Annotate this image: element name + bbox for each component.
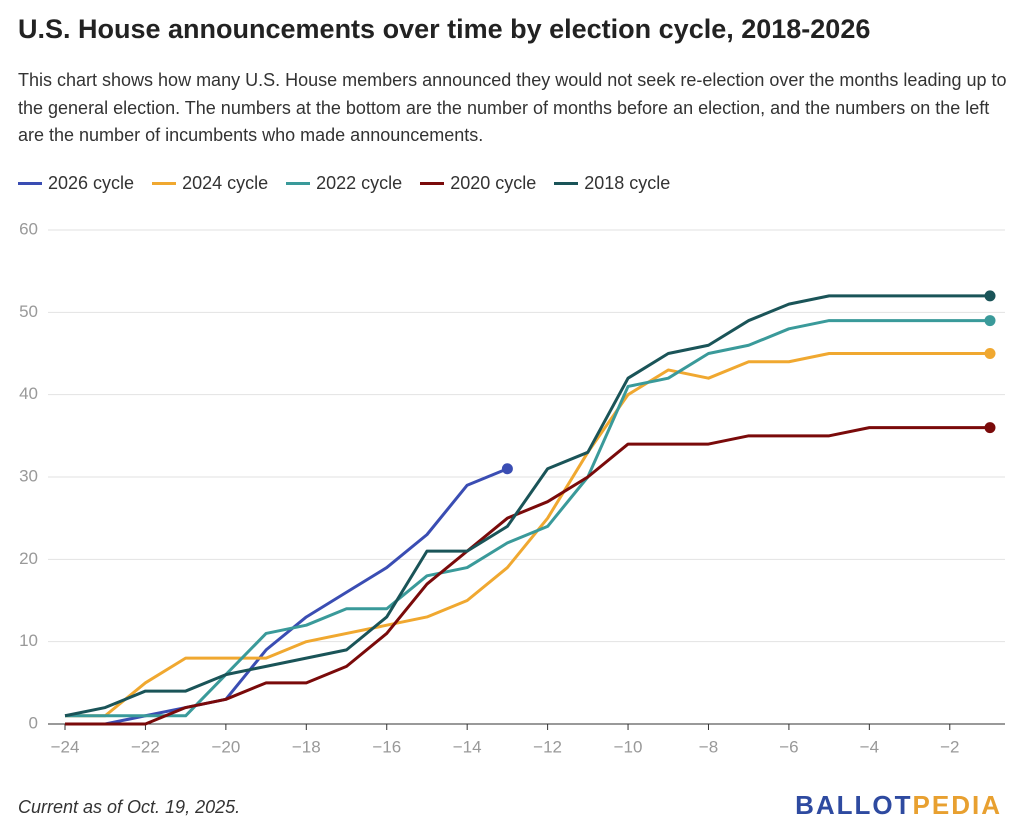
x-tick-label: −8 — [699, 737, 718, 756]
end-point — [501, 463, 513, 475]
legend-item: 2022 cycle — [286, 173, 402, 194]
x-tick-label: −10 — [614, 737, 643, 756]
y-tick-label: 40 — [19, 384, 38, 403]
chart-subtitle: This chart shows how many U.S. House mem… — [18, 70, 1007, 145]
y-tick-label: 30 — [19, 466, 38, 485]
legend-swatch — [554, 182, 579, 185]
legend-label: 2022 cycle — [316, 173, 403, 193]
legend-swatch — [420, 182, 445, 185]
logo-part: PEDIA — [912, 790, 1002, 820]
series-line — [65, 467, 508, 726]
series-line — [65, 319, 990, 718]
x-tick-label: −4 — [860, 737, 879, 756]
x-tick-label: −2 — [940, 737, 959, 756]
y-tick-label: 50 — [19, 302, 38, 321]
series-line — [65, 352, 990, 718]
x-tick-label: −14 — [453, 737, 482, 756]
legend-swatch — [152, 182, 177, 185]
logo-part: BALLOT — [795, 790, 913, 820]
legend-item: 2024 cycle — [152, 173, 268, 194]
y-tick-label: 0 — [29, 713, 38, 732]
legend-item: 2018 cycle — [554, 173, 670, 194]
legend-item: 2020 cycle — [420, 173, 536, 194]
logo: BALLOTPEDIA — [795, 790, 1002, 821]
end-point — [984, 290, 996, 302]
chart-title: U.S. House announcements over time by el… — [18, 14, 871, 44]
legend-swatch — [286, 182, 311, 185]
legend-item: 2026 cycle — [18, 173, 134, 194]
footnote: Current as of Oct. 19, 2025. — [18, 797, 241, 817]
series-line — [65, 426, 990, 726]
legend: 2026 cycle 2024 cycle 2022 cycle 2020 cycle… — [18, 173, 670, 194]
legend-label: 2020 cycle — [450, 173, 537, 193]
end-point — [984, 422, 996, 434]
x-tick-label: −12 — [533, 737, 562, 756]
series-line — [64, 294, 990, 718]
y-tick-label: 10 — [19, 631, 38, 650]
x-tick-label: −22 — [131, 737, 160, 756]
x-tick-label: −16 — [372, 737, 401, 756]
x-tick-label: −20 — [211, 737, 240, 756]
legend-label: 2024 cycle — [182, 173, 269, 193]
x-tick-label: −18 — [292, 737, 321, 756]
x-tick-label: −24 — [51, 737, 80, 756]
y-tick-label: 20 — [19, 549, 38, 568]
legend-swatch — [18, 182, 42, 185]
end-point — [984, 348, 996, 359]
y-tick-label: 60 — [19, 219, 38, 238]
legend-label: 2026 cycle — [48, 173, 135, 193]
x-tick-label: −6 — [779, 737, 798, 756]
end-point — [984, 315, 996, 327]
legend-label: 2018 cycle — [584, 173, 671, 193]
